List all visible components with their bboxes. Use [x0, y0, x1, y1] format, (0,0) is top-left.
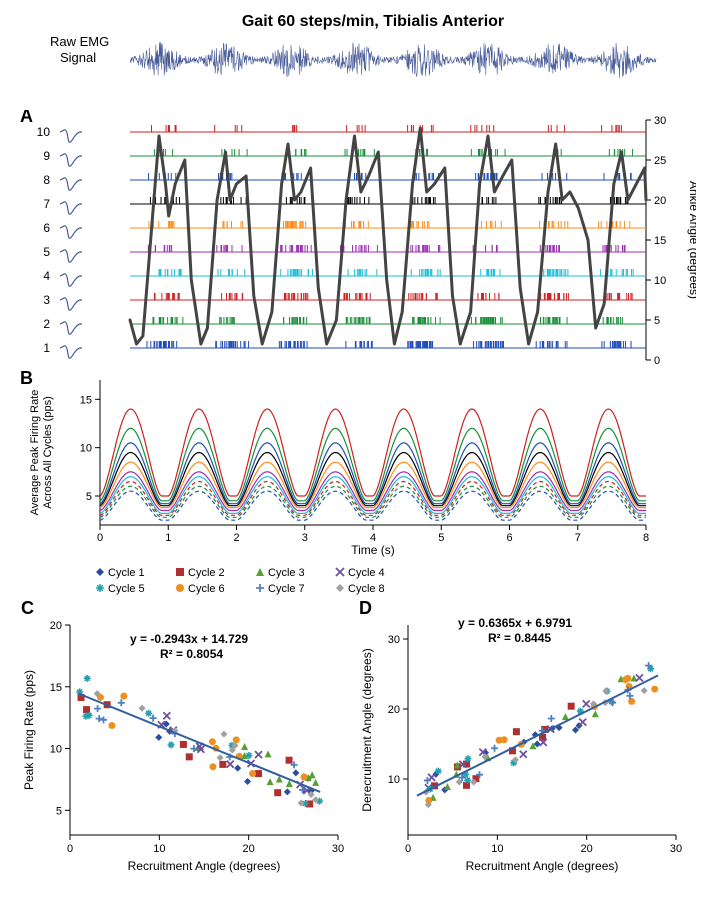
- svg-text:4: 4: [43, 269, 50, 283]
- svg-text:Peak Firing Rate (pps): Peak Firing Rate (pps): [22, 670, 36, 790]
- svg-text:3: 3: [302, 532, 308, 544]
- svg-text:Cycle 7: Cycle 7: [268, 583, 305, 595]
- svg-text:y = 0.6365x + 6.9791: y = 0.6365x + 6.9791: [458, 616, 572, 630]
- svg-text:0: 0: [405, 843, 411, 855]
- svg-text:Cycle 3: Cycle 3: [268, 567, 305, 579]
- svg-text:Cycle 4: Cycle 4: [348, 567, 385, 579]
- svg-text:5: 5: [438, 532, 444, 544]
- svg-text:C: C: [21, 600, 34, 618]
- svg-text:10: 10: [153, 843, 165, 855]
- svg-text:Recruitment Angle (degrees): Recruitment Angle (degrees): [128, 859, 281, 873]
- svg-text:5: 5: [43, 245, 50, 259]
- svg-text:20: 20: [654, 195, 666, 207]
- svg-text:20: 20: [388, 704, 400, 716]
- svg-text:10: 10: [80, 443, 92, 455]
- svg-text:15: 15: [50, 682, 62, 694]
- svg-text:1: 1: [165, 532, 171, 544]
- svg-text:Cycle 1: Cycle 1: [108, 567, 145, 579]
- svg-text:5: 5: [86, 491, 92, 503]
- svg-text:Signal: Signal: [60, 50, 96, 65]
- svg-text:7: 7: [575, 532, 581, 544]
- svg-text:Derecruitment Angle (degrees): Derecruitment Angle (degrees): [360, 648, 374, 811]
- svg-text:30: 30: [388, 634, 400, 646]
- svg-text:9: 9: [43, 149, 50, 163]
- svg-text:Gait 60 steps/min, Tibialis An: Gait 60 steps/min, Tibialis Anterior: [242, 13, 504, 30]
- svg-text:B: B: [20, 370, 33, 388]
- svg-text:10: 10: [654, 275, 666, 287]
- svg-text:10: 10: [491, 843, 503, 855]
- svg-text:Ankle Angle (degrees): Ankle Angle (degrees): [687, 181, 696, 299]
- svg-text:Time (s): Time (s): [351, 543, 395, 557]
- svg-text:0: 0: [97, 532, 103, 544]
- svg-text:Raw EMG: Raw EMG: [50, 34, 109, 49]
- svg-text:5: 5: [654, 315, 660, 327]
- svg-text:30: 30: [670, 843, 682, 855]
- svg-text:A: A: [20, 110, 33, 126]
- svg-text:30: 30: [332, 843, 344, 855]
- svg-text:0: 0: [654, 355, 660, 367]
- svg-text:20: 20: [243, 843, 255, 855]
- svg-text:6: 6: [506, 532, 512, 544]
- svg-text:Cycle 5: Cycle 5: [108, 583, 145, 595]
- svg-text:D: D: [359, 600, 372, 618]
- svg-text:15: 15: [654, 235, 666, 247]
- svg-text:7: 7: [43, 197, 50, 211]
- svg-text:R² = 0.8054: R² = 0.8054: [160, 647, 223, 661]
- svg-text:Average Peak Firing Rate: Average Peak Firing Rate: [29, 390, 41, 516]
- svg-text:15: 15: [80, 394, 92, 406]
- svg-text:8: 8: [643, 532, 649, 544]
- svg-text:Cycle 6: Cycle 6: [188, 583, 225, 595]
- svg-text:R² = 0.8445: R² = 0.8445: [488, 631, 551, 645]
- svg-text:20: 20: [581, 843, 593, 855]
- svg-text:30: 30: [654, 115, 666, 127]
- svg-text:25: 25: [654, 155, 666, 167]
- svg-text:0: 0: [67, 843, 73, 855]
- svg-text:y = -0.2943x + 14.729: y = -0.2943x + 14.729: [130, 632, 248, 646]
- svg-text:6: 6: [43, 221, 50, 235]
- svg-text:Cycle 2: Cycle 2: [188, 567, 225, 579]
- svg-text:2: 2: [43, 317, 50, 331]
- svg-text:2: 2: [233, 532, 239, 544]
- svg-text:10: 10: [50, 744, 62, 756]
- svg-text:5: 5: [56, 805, 62, 817]
- svg-text:Cycle 8: Cycle 8: [348, 583, 385, 595]
- svg-text:Recruitment Angle (degrees): Recruitment Angle (degrees): [466, 859, 619, 873]
- svg-text:8: 8: [43, 173, 50, 187]
- svg-text:3: 3: [43, 293, 50, 307]
- svg-text:1: 1: [43, 341, 50, 355]
- svg-text:10: 10: [388, 774, 400, 786]
- svg-text:10: 10: [37, 125, 51, 139]
- svg-text:20: 20: [50, 620, 62, 632]
- svg-text:Across All Cycles (pps): Across All Cycles (pps): [42, 396, 54, 508]
